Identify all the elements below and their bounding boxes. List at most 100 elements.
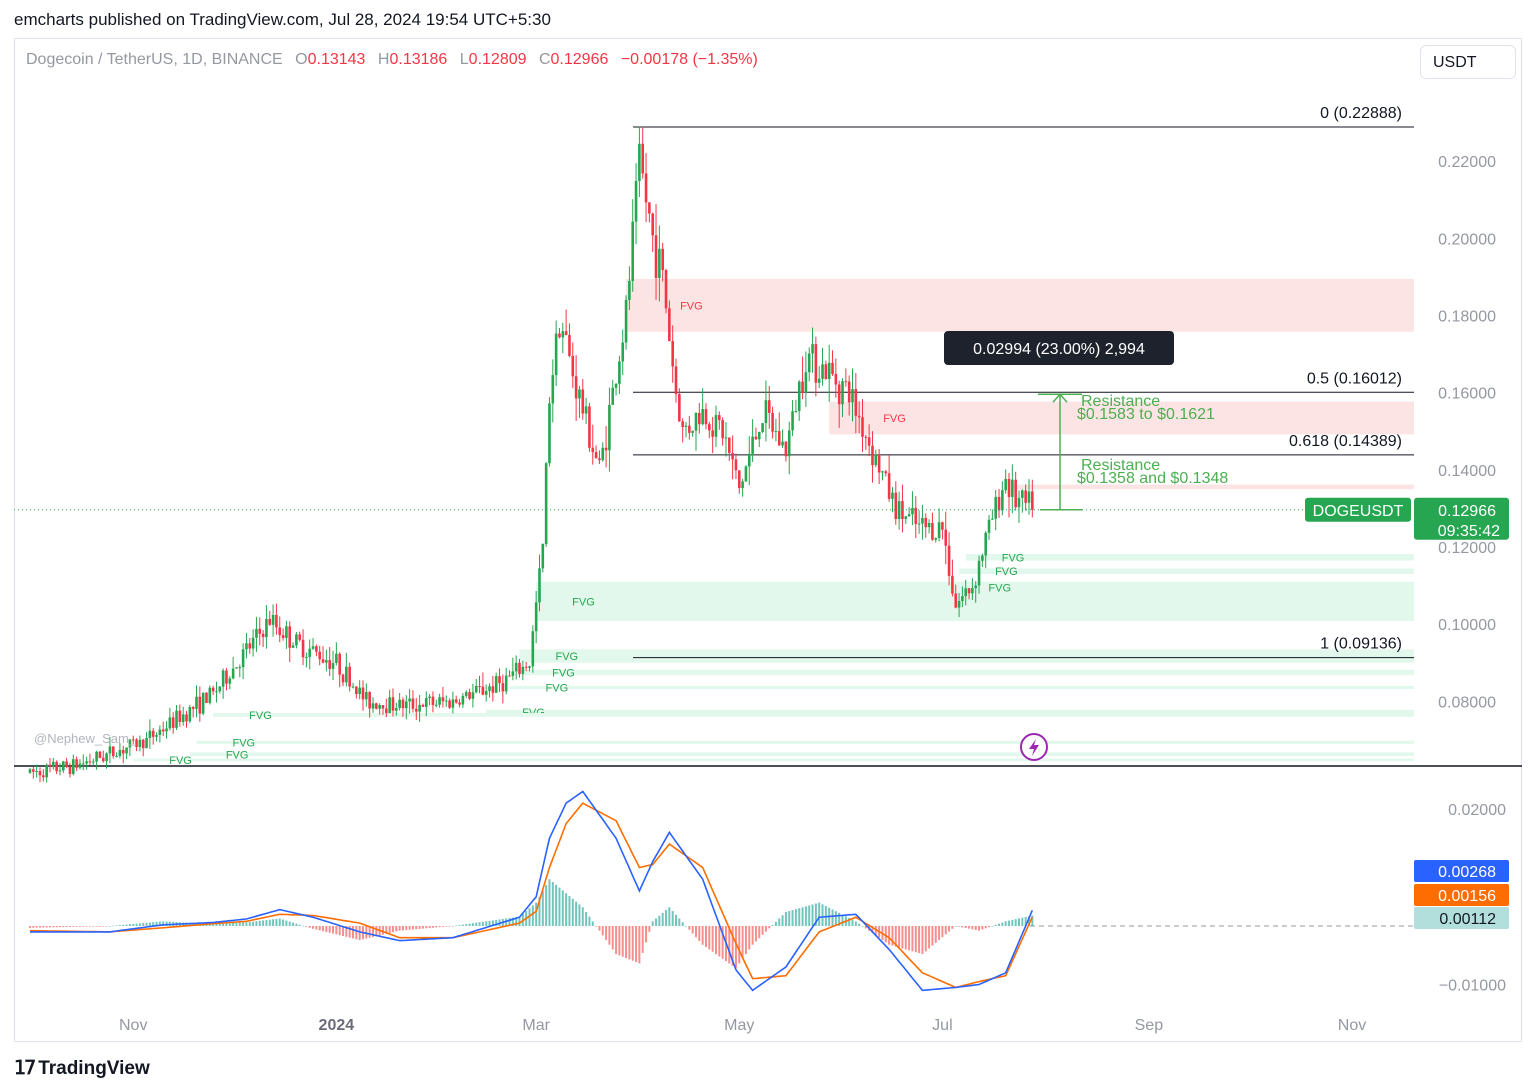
macd-histogram-bar [128,924,131,926]
candle-body [877,454,881,473]
candle-body [807,353,811,373]
macd-histogram-bar [328,926,331,933]
macd-histogram-bar [748,926,751,950]
macd-histogram-bar [312,926,315,929]
macd-histogram-bar [545,885,548,926]
macd-histogram-bar [152,922,155,926]
candle-body [355,686,358,694]
tradingview-logo[interactable]: 𝟣𝟩 TradingView [14,1057,150,1080]
candle-body [534,602,538,632]
candle-body [478,686,481,688]
candle-body [718,415,721,421]
candle-body [131,739,135,741]
candle-body [984,532,988,556]
candle-body [52,761,55,767]
fvg-label: FVG [995,566,1018,578]
candle-body [851,388,854,403]
macd-histogram-bar [538,896,541,926]
candle-body [711,430,714,437]
candle-body [401,699,405,709]
candle-body [941,522,944,530]
ohlc-legend: Dogecoin / TetherUS, 1D, BINANCE O0.1314… [26,51,758,69]
macd-histogram-bar [701,926,704,945]
macd-histogram-bar [441,926,444,927]
macd-histogram-bar [438,926,441,928]
fvg-zone-bearish [626,278,1414,332]
symbol-description[interactable]: Dogecoin / TetherUS, 1D, BINANCE [26,51,283,68]
macd-histogram-bar [112,925,115,927]
macd-histogram-bar [661,912,664,926]
macd-histogram-bar [162,921,165,926]
candle-body [518,662,521,674]
macd-histogram-bar [764,926,767,932]
macd-histogram-bar [605,926,608,941]
candle-body [378,705,381,709]
macd-histogram-bar [934,926,937,943]
macd-histogram-bar [928,926,931,949]
candle-body [61,761,65,771]
macd-histogram-bar [568,896,571,926]
candle-body [568,335,571,356]
symbol-badge-label: DOGEUSDT [1313,503,1404,520]
macd-histogram-bar [808,905,811,926]
currency-button[interactable]: USDT [1420,45,1516,79]
macd-histogram-bar [468,923,471,926]
macd-histogram-bar [718,926,721,957]
candle-body [797,381,801,412]
macd-histogram-bar [65,926,68,928]
macd-histogram-bar [42,926,45,928]
macd-histogram-bar [511,917,514,926]
candle-body [891,492,894,499]
candle-body [841,381,844,405]
candle-body [944,529,948,546]
candle-body [714,415,718,437]
price-axis-tick: 0.20000 [1438,231,1496,248]
macd-histogram-bar [475,922,478,926]
macd-histogram-bar [1004,921,1007,926]
macd-histogram-bar [794,909,797,926]
candle-body [751,436,754,454]
macd-histogram-bar [948,926,951,932]
candle-body [531,631,535,667]
candle-body [145,737,148,749]
candle-body [418,704,421,712]
candle-body [638,143,641,181]
macd-histogram-bar [648,926,651,932]
macd-histogram-bar [924,926,927,952]
fvg-zone-bullish [965,554,1414,561]
candle-body [351,686,355,688]
macd-histogram-bar [145,922,148,926]
candle-body [291,645,295,648]
macd-histogram-bar [655,918,658,926]
macd-histogram-bar [615,926,618,955]
macd-axis-tick: 0.02000 [1448,802,1506,819]
macd-histogram-bar [272,919,275,926]
candle-body [491,686,495,693]
macd-histogram-bar [455,925,458,927]
macd-histogram-bar [641,926,644,953]
macd-histogram-bar [691,926,694,934]
candle-body [55,761,58,772]
macd-histogram-bar [215,923,218,926]
candle-body [578,389,581,399]
macd-histogram-bar [831,909,834,926]
macd-histogram-bar [658,915,661,926]
candle-body [541,544,545,569]
macd-histogram-bar [222,923,225,926]
candle-body [854,388,858,416]
macd-histogram-bar [551,882,554,926]
fvg-label: FVG [546,683,569,695]
tradingview-logo-icon: 𝟣𝟩 [14,1058,36,1079]
macd-histogram-bar [212,924,215,926]
macd-histogram-bar [784,911,787,926]
macd-histogram-bar [495,919,498,926]
fib-level-label: 0.5 (0.16012) [1307,370,1402,387]
macd-histogram-bar [395,926,398,932]
candle-body [428,696,431,699]
macd-histogram-bar [465,924,468,926]
resistance-annotation-title: Resistance [1081,457,1160,474]
candle-body [777,431,781,446]
candle-body [165,728,168,732]
candle-body [634,180,638,222]
